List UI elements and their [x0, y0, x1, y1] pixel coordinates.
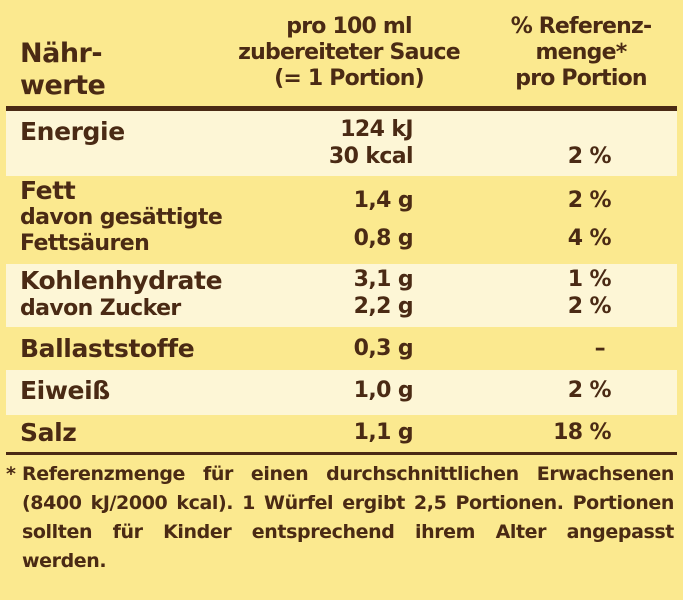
percent: 2 % — [567, 144, 612, 169]
row-fett: Fett davon gesättigte Fettsäuren 1,4 g 2… — [6, 176, 677, 264]
footer-divider — [6, 452, 677, 455]
row-salz: Salz 1,1 g 18 % — [6, 415, 677, 452]
header-col2-line2: zubereiteter Sauce — [238, 40, 461, 65]
percent: 18 % — [553, 420, 612, 445]
sub-percent: 4 % — [567, 226, 612, 251]
header-divider — [6, 106, 677, 111]
header-col3-line1: % Referenz- — [510, 14, 652, 39]
sub-label-line2: Fettsäuren — [20, 231, 150, 256]
header-per-100ml: pro 100 ml zubereiteter Sauce (= 1 Porti… — [218, 14, 480, 92]
row-label: Salz — [20, 418, 77, 447]
header-col3-line3: pro Portion — [515, 66, 647, 91]
sub-value: 2,2 g — [353, 294, 414, 319]
header-col2-line1: pro 100 ml — [286, 14, 412, 39]
sub-label-line1: davon gesättigte — [20, 205, 223, 230]
row-energie: Energie 124 kJ 30 kcal 2 % — [6, 111, 677, 176]
header-label: Nähr- werte — [20, 38, 190, 102]
sub-label: davon Zucker — [20, 296, 181, 321]
percent: – — [594, 336, 606, 361]
header-reference-percent: % Referenz- menge* pro Portion — [486, 14, 676, 92]
value: 1,4 g — [353, 188, 414, 213]
header-label-line2: werte — [20, 70, 106, 101]
value: 0,3 g — [353, 336, 414, 361]
value: 1,0 g — [353, 378, 414, 403]
footnote-text: Referenzmenge für einen durchschnittlich… — [22, 463, 674, 572]
sub-value: 0,8 g — [353, 226, 414, 251]
value: 1,1 g — [353, 420, 414, 445]
value-kj: 124 kJ — [340, 117, 413, 142]
header-label-line1: Nähr- — [20, 38, 103, 69]
row-label: Eiweiß — [20, 376, 110, 405]
header-col2-line3: (= 1 Portion) — [274, 66, 425, 91]
value: 3,1 g — [353, 267, 414, 292]
row-label: Fett — [20, 176, 76, 205]
row-eiweiss: Eiweiß 1,0 g 2 % — [6, 370, 677, 415]
value-kcal: 30 kcal — [328, 144, 414, 169]
row-ballaststoffe: Ballaststoffe 0,3 g – — [6, 327, 677, 370]
percent: 2 % — [567, 188, 612, 213]
footnote: * Referenzmenge für einen durchschnittli… — [6, 460, 674, 576]
footnote-star: * — [6, 463, 16, 485]
percent: 2 % — [567, 378, 612, 403]
row-label: Energie — [20, 117, 125, 146]
row-label: Kohlenhydrate — [20, 266, 223, 295]
sub-percent: 2 % — [567, 294, 612, 319]
percent: 1 % — [567, 267, 612, 292]
header-col3-line2: menge* — [535, 40, 628, 65]
row-label: Ballaststoffe — [20, 334, 195, 363]
row-kohlenhydrate: Kohlenhydrate davon Zucker 3,1 g 1 % 2,2… — [6, 264, 677, 327]
